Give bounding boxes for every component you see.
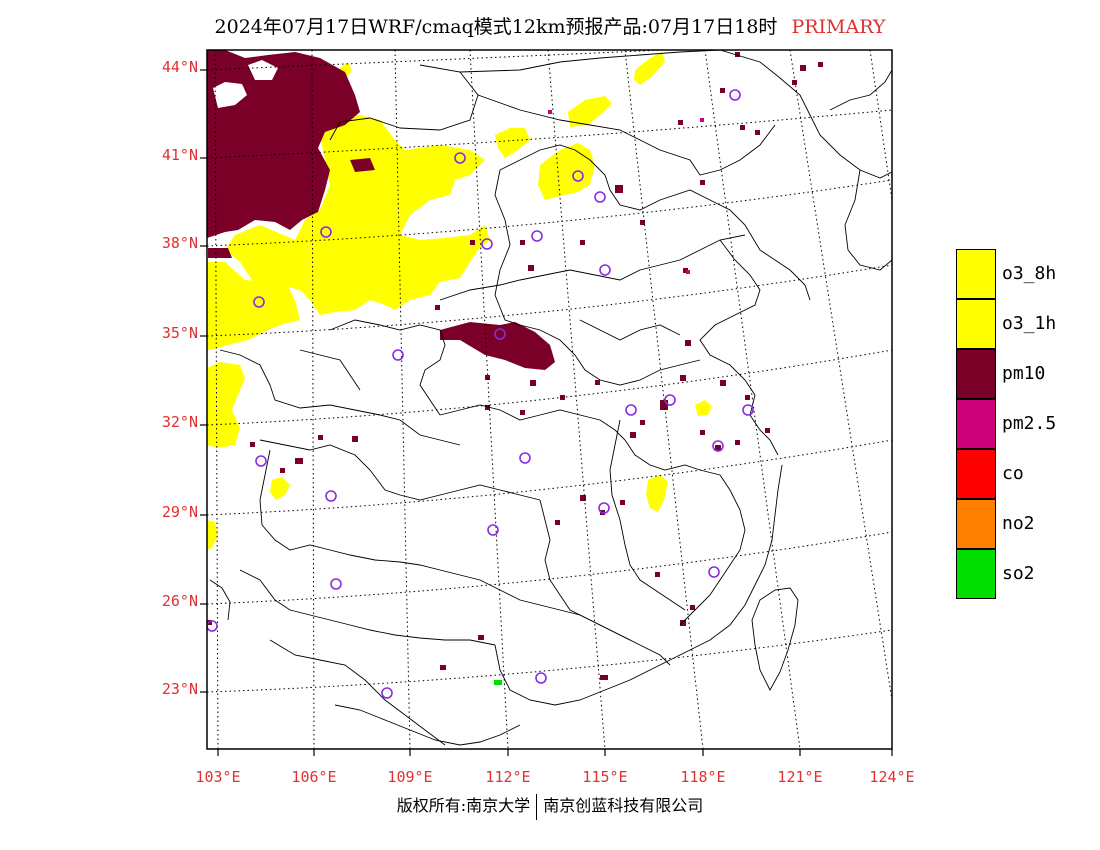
legend-label: so2	[1002, 563, 1035, 584]
copyright-right: 南京创蓝科技有限公司	[543, 796, 704, 815]
copyright-left: 版权所有:南京大学	[396, 796, 531, 815]
station-marker	[625, 404, 637, 416]
lon-label: 115°E	[582, 768, 628, 786]
tick-marks	[200, 69, 893, 756]
o3-region-jiangsu	[695, 400, 712, 416]
copyright: 版权所有:南京大学 南京创蓝科技有限公司	[0, 792, 1100, 820]
station-marker	[207, 620, 218, 632]
legend: o3_8h o3_1h pm10 pm2.5 co no2 so2	[956, 249, 1100, 599]
station-marker	[599, 264, 611, 276]
so2-dots	[494, 680, 502, 685]
pm10-region-central	[440, 322, 555, 370]
o3-region-nw1	[568, 96, 612, 127]
legend-item-o3-8h: o3_8h	[956, 249, 1100, 299]
stations	[207, 89, 754, 699]
station-marker	[325, 490, 337, 502]
legend-swatch	[956, 449, 996, 499]
pm10-regions	[207, 50, 555, 370]
station-marker	[594, 191, 606, 203]
o3-region-west	[207, 262, 300, 350]
o3-region-beijing	[538, 143, 595, 200]
lat-label: 35°N	[161, 324, 198, 342]
lon-label: 124°E	[869, 768, 915, 786]
o3-region-north	[225, 115, 490, 315]
pm10-region-small-b	[208, 248, 232, 258]
station-marker	[392, 349, 404, 361]
lat-label: 23°N	[161, 680, 198, 698]
pm25-dots	[548, 110, 704, 274]
lon-label: 109°E	[387, 768, 433, 786]
station-marker	[454, 152, 466, 164]
station-marker	[531, 230, 543, 242]
station-marker	[729, 89, 741, 101]
station-marker	[487, 524, 499, 536]
map-title: 2024年07月17日WRF/cmaq模式12km预报产品:07月17日18时 P…	[0, 12, 1100, 39]
station-marker	[255, 455, 267, 467]
legend-label: pm2.5	[1002, 413, 1057, 434]
legend-swatch	[956, 549, 996, 599]
station-marker	[330, 578, 342, 590]
pm10-gaps	[213, 60, 278, 108]
o3-region-tiny	[340, 62, 352, 78]
copyright-separator	[536, 793, 538, 820]
legend-label: no2	[1002, 513, 1035, 534]
legend-label: o3_1h	[1002, 313, 1057, 334]
pm10-region-small-a	[350, 158, 375, 172]
lon-label: 118°E	[680, 768, 726, 786]
legend-item-no2: no2	[956, 499, 1100, 549]
lat-label: 38°N	[161, 234, 198, 252]
legend-item-pm10: pm10	[956, 349, 1100, 399]
lat-label: 41°N	[161, 146, 198, 164]
lat-label: 26°N	[161, 592, 198, 610]
station-marker	[664, 394, 676, 406]
legend-swatch	[956, 299, 996, 349]
o3-region-small-a	[270, 477, 290, 500]
title-text: 2024年07月17日WRF/cmaq模式12km预报产品:07月17日18时	[214, 16, 778, 38]
o3-regions	[207, 52, 712, 550]
lat-label: 29°N	[161, 503, 198, 521]
lon-label: 103°E	[195, 768, 241, 786]
station-marker	[598, 502, 610, 514]
lon-label: 112°E	[485, 768, 531, 786]
legend-label: co	[1002, 463, 1024, 484]
legend-item-pm25: pm2.5	[956, 399, 1100, 449]
station-marker	[494, 328, 506, 340]
station-marker	[253, 296, 265, 308]
o3-region-small-b	[207, 520, 218, 550]
legend-label: pm10	[1002, 363, 1046, 384]
lon-label: 121°E	[777, 768, 823, 786]
legend-swatch	[956, 399, 996, 449]
station-marker	[535, 672, 547, 684]
legend-swatch	[956, 249, 996, 299]
legend-label: o3_8h	[1002, 263, 1057, 284]
station-marker	[519, 452, 531, 464]
lat-label: 32°N	[161, 413, 198, 431]
legend-item-co: co	[956, 449, 1100, 499]
map-frame	[206, 49, 893, 750]
o3-region-nw2	[495, 128, 530, 158]
o3-region-topright	[634, 52, 665, 85]
legend-item-o3-1h: o3_1h	[956, 299, 1100, 349]
station-marker	[481, 238, 493, 250]
pm10-region-northwest	[207, 50, 360, 238]
station-marker	[712, 440, 724, 452]
legend-swatch	[956, 349, 996, 399]
station-marker	[572, 170, 584, 182]
o3-region-sw	[207, 362, 245, 448]
lon-label: 106°E	[291, 768, 337, 786]
legend-item-so2: so2	[956, 549, 1100, 599]
variable-label: PRIMARY	[791, 16, 886, 38]
lat-lon-grid	[207, 50, 892, 749]
station-marker	[381, 687, 393, 699]
o3-region-anhui	[646, 475, 668, 512]
station-marker	[742, 404, 754, 416]
lat-label: 44°N	[161, 58, 198, 76]
boundaries	[209, 50, 892, 746]
station-marker	[320, 226, 332, 238]
legend-swatch	[956, 499, 996, 549]
station-marker	[708, 566, 720, 578]
